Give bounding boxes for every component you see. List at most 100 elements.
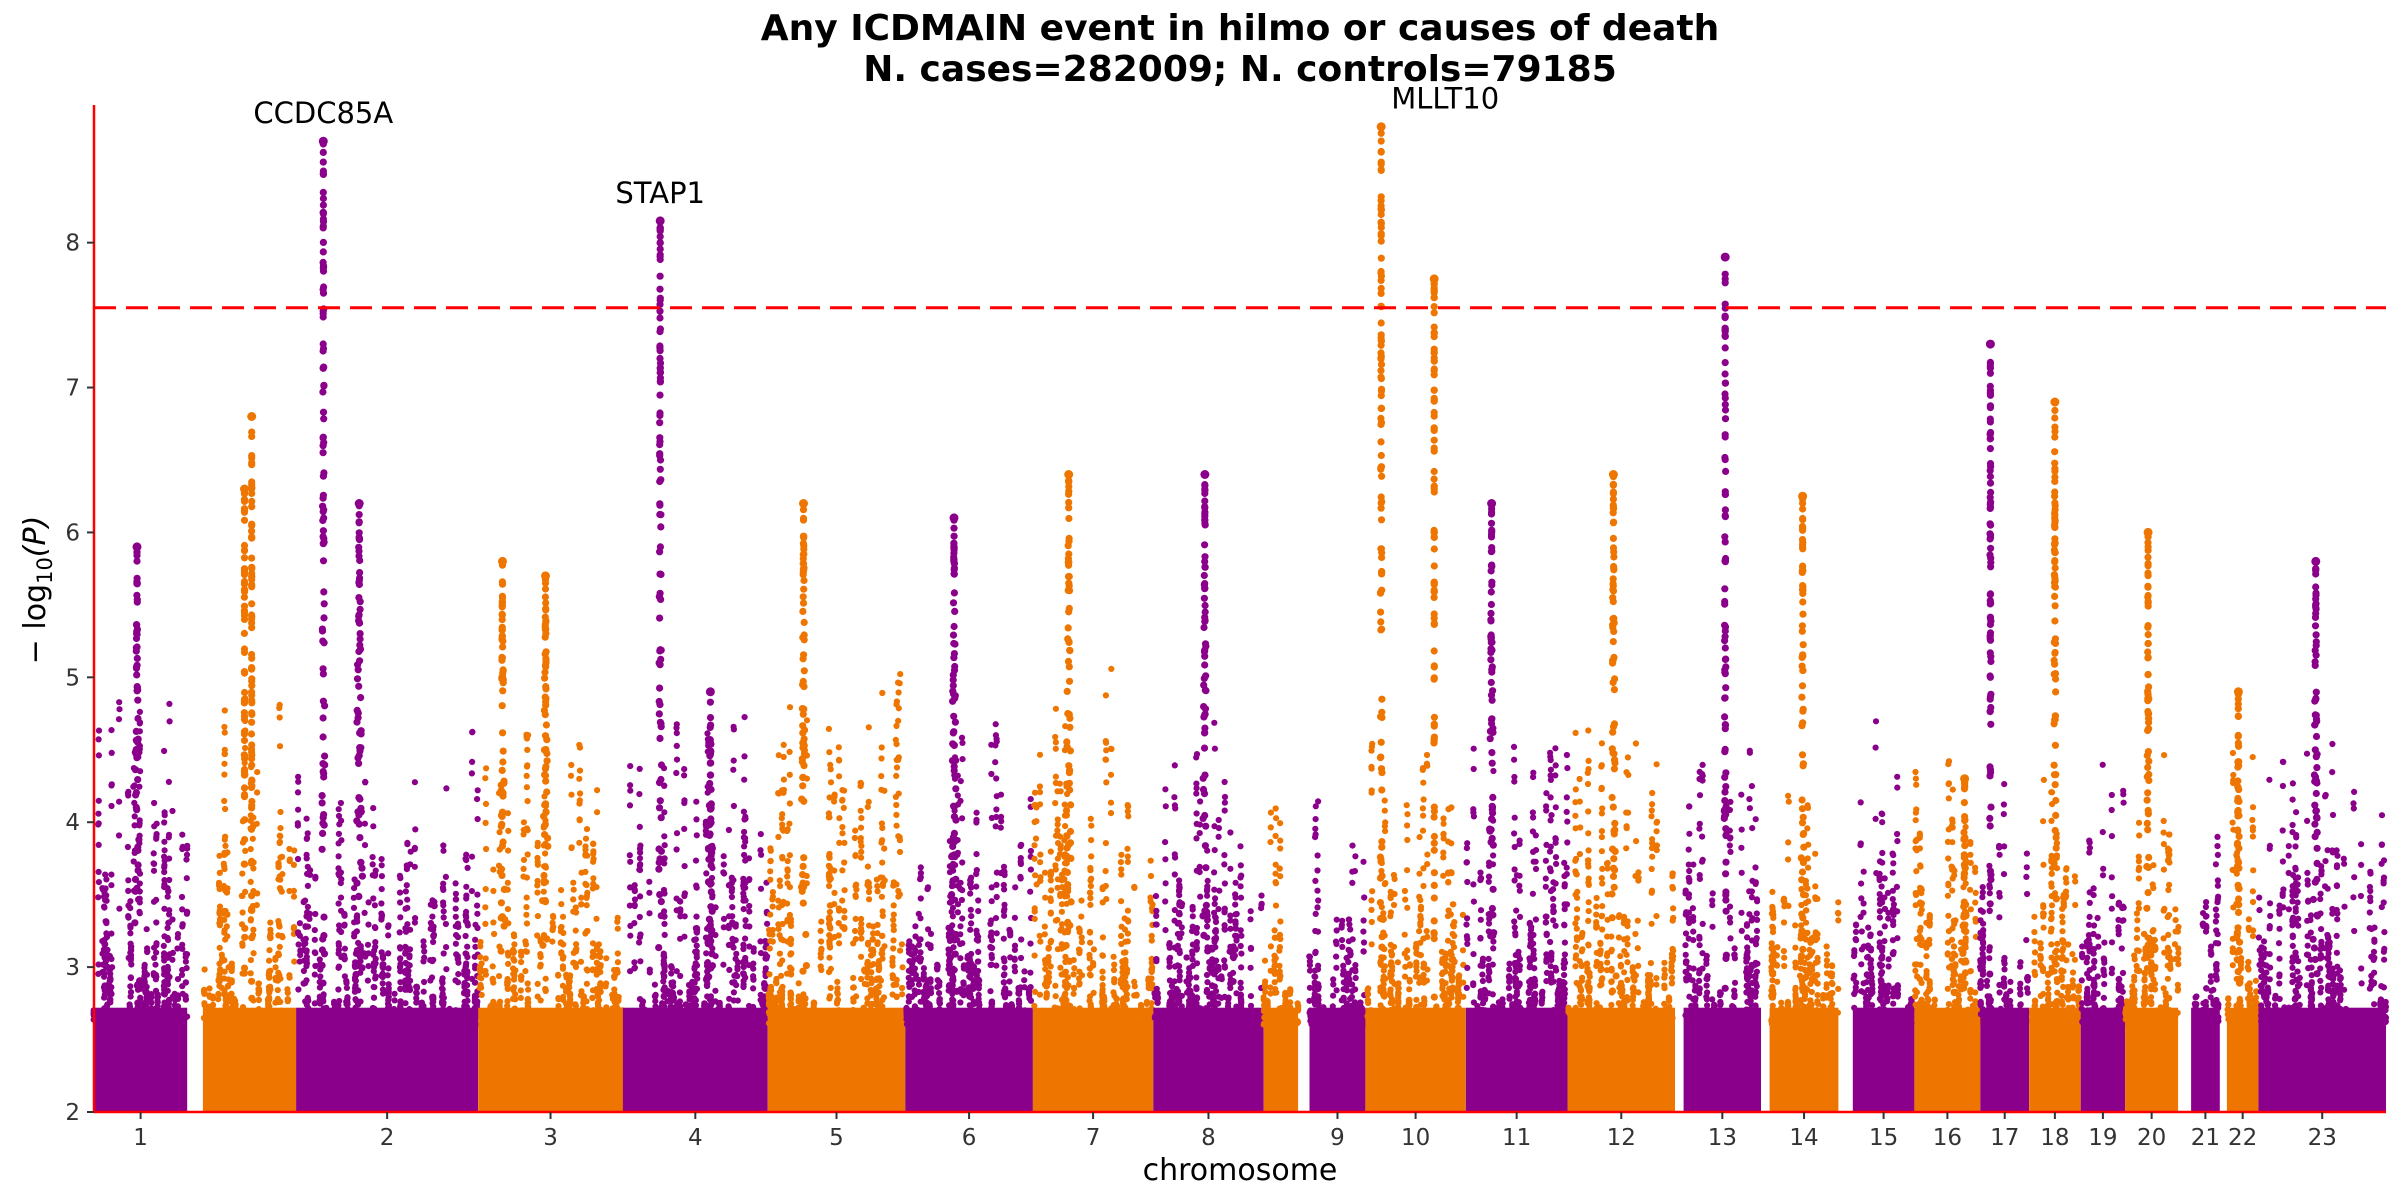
snp-point	[784, 826, 791, 833]
snp-point	[661, 833, 668, 840]
snp-point	[1000, 881, 1007, 889]
snp-point	[542, 694, 550, 703]
snp-point	[161, 862, 168, 869]
snp-point	[397, 1004, 404, 1012]
snp-point	[127, 974, 134, 982]
snp-point	[239, 1019, 246, 1026]
snp-point	[841, 907, 848, 915]
snp-point	[1002, 1017, 1009, 1024]
snp-point	[125, 788, 132, 795]
snp-point	[248, 650, 256, 659]
snp-point	[255, 996, 262, 1004]
snp-point	[988, 884, 995, 891]
snp-point	[693, 832, 700, 839]
chromosome-segment-1-points	[200, 412, 298, 1112]
snp-point	[402, 944, 409, 951]
snp-point	[430, 931, 438, 938]
snp-point	[248, 461, 256, 469]
snp-point	[534, 843, 541, 850]
snp-point	[276, 839, 283, 847]
snp-point	[750, 985, 757, 992]
snp-point	[614, 1007, 622, 1014]
snp-point	[277, 854, 284, 861]
snp-point	[402, 967, 409, 974]
snp-point	[541, 668, 549, 676]
snp-point	[542, 659, 550, 667]
snp-point	[386, 1015, 393, 1022]
snp-point	[352, 985, 359, 992]
snp-point	[593, 884, 600, 891]
snp-point	[275, 861, 282, 868]
snp-point	[511, 972, 518, 980]
snp-point	[826, 882, 833, 890]
snp-point	[413, 999, 420, 1006]
snp-point	[950, 762, 958, 771]
snp-point	[266, 947, 273, 954]
snp-point	[248, 600, 256, 608]
snp-point	[631, 896, 639, 903]
snp-point	[652, 998, 659, 1005]
snp-point	[954, 1011, 961, 1018]
snp-point	[869, 936, 876, 943]
snp-point	[439, 986, 446, 993]
snp-point	[577, 790, 584, 797]
snp-point	[127, 930, 134, 937]
snp-point	[153, 949, 160, 956]
snp-point	[757, 831, 764, 838]
snp-point	[134, 738, 142, 746]
snp-point	[827, 779, 835, 786]
snp-point	[103, 930, 110, 937]
snp-point	[993, 869, 1001, 876]
snp-point	[657, 814, 665, 822]
snp-point	[319, 388, 327, 396]
snp-point	[247, 878, 254, 886]
snp-point	[131, 766, 140, 774]
snp-point	[505, 960, 512, 968]
snp-point	[627, 782, 634, 789]
snp-point	[266, 994, 273, 1001]
snp-point	[835, 756, 843, 764]
snp-point	[402, 959, 409, 967]
snp-point	[769, 903, 776, 910]
snp-point	[356, 657, 364, 665]
snp-point	[355, 535, 363, 543]
snp-point	[391, 997, 398, 1004]
snp-point	[555, 972, 562, 979]
snp-point	[746, 908, 753, 915]
snp-point	[655, 804, 664, 812]
snp-point	[498, 626, 506, 634]
snp-point	[800, 542, 808, 550]
snp-point	[860, 1015, 867, 1022]
snp-point	[439, 884, 446, 891]
snp-point	[945, 925, 953, 932]
snp-point	[954, 909, 962, 916]
snp-point	[248, 583, 256, 591]
snp-point	[656, 285, 664, 293]
snp-point	[673, 742, 680, 750]
snp-point	[656, 734, 664, 743]
snp-point	[911, 1003, 919, 1010]
snp-point	[656, 456, 665, 464]
snp-point	[248, 977, 256, 985]
snp-point	[427, 1007, 434, 1014]
snp-point	[161, 747, 168, 755]
snp-point	[463, 1003, 470, 1010]
snp-point	[267, 919, 274, 926]
snp-point	[206, 985, 213, 992]
snp-point	[248, 619, 256, 627]
snp-point	[370, 805, 377, 812]
snp-point	[320, 382, 328, 390]
snp-point	[411, 863, 418, 870]
snp-point	[841, 839, 848, 847]
snp-point	[570, 959, 578, 966]
snp-point	[889, 958, 896, 966]
snp-point	[975, 985, 982, 992]
snp-point	[655, 659, 663, 667]
snp-point	[841, 925, 848, 933]
snp-point	[133, 579, 141, 587]
snp-point	[750, 945, 757, 952]
snp-point	[134, 696, 142, 704]
snp-point	[131, 822, 138, 829]
snp-point	[950, 622, 958, 631]
chart-title: Any ICDMAIN event in hilmo or causes of …	[761, 8, 1720, 49]
